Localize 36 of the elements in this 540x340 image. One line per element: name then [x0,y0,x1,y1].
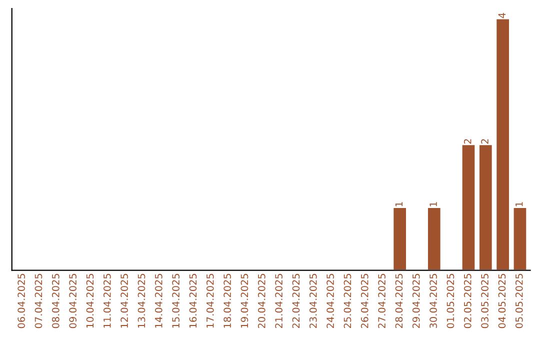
x-tick-label: 17.04.2025 [206,274,214,328]
x-tick-label: 23.04.2025 [309,274,317,328]
x-tick-label: 08.04.2025 [52,274,60,328]
x-tick-label: 19.04.2025 [240,274,248,328]
data-label: 4 [498,12,506,18]
x-tick-label: 02.05.2025 [464,274,472,328]
data-label: 2 [464,139,472,144]
x-tick-label: 01.05.2025 [446,274,454,328]
x-tick-label: 03.05.2025 [481,274,488,328]
x-tick-label: 07.04.2025 [34,274,42,328]
x-tick-label: 26.04.2025 [360,274,368,328]
x-tick-label: 18.04.2025 [224,274,231,328]
x-tick-label: 13.04.2025 [138,274,146,328]
x-tick-label: 14.04.2025 [154,274,162,328]
x-tick-label: 27.04.2025 [378,274,386,328]
x-tick-label: 12.04.2025 [120,274,128,328]
x-tick-label: 21.04.2025 [275,274,282,328]
x-tick-label: 29.04.2025 [412,274,420,328]
x-tick-label: 25.04.2025 [344,274,352,328]
x-tick-label: 24.04.2025 [326,274,334,328]
x-tick-label: 06.04.2025 [18,274,25,328]
x-tick-label: 22.04.2025 [292,274,300,328]
data-label: 1 [430,202,437,206]
x-tick-label: 05.05.2025 [515,274,523,328]
x-tick-label: 30.04.2025 [430,274,437,328]
x-tick-label: 15.04.2025 [172,274,180,328]
x-tick-label: 28.04.2025 [395,274,403,328]
x-tick-label: 16.04.2025 [189,274,197,328]
x-tick-label: 04.05.2025 [498,274,506,328]
x-tick-label: 10.04.2025 [86,274,94,328]
x-tick-label: 11.04.2025 [103,274,111,328]
x-tick-label: 20.04.2025 [258,274,266,328]
data-label: 1 [516,202,523,206]
data-label: 2 [481,139,488,144]
x-tick-label: 09.04.2025 [69,274,76,328]
data-label: 1 [395,202,403,206]
